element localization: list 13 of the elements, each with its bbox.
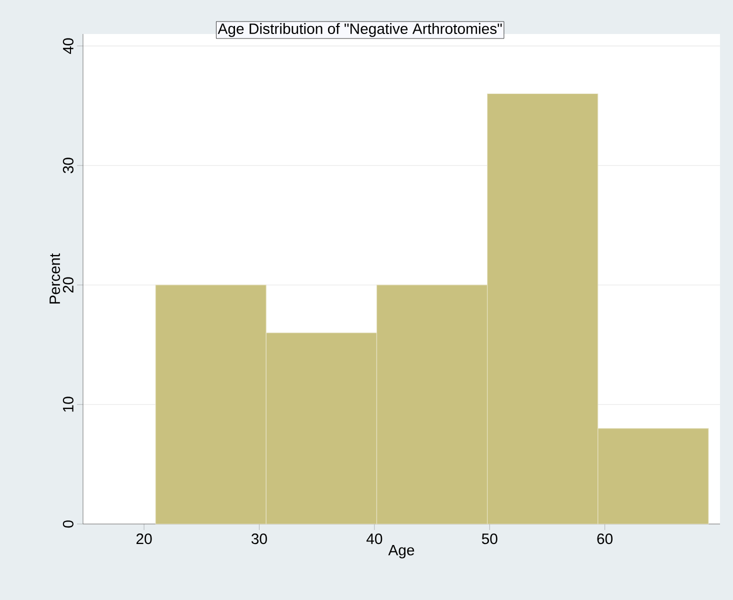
y-tick-label: 20 <box>62 277 74 293</box>
x-tick-label: 30 <box>251 534 267 544</box>
y-tick-label: 10 <box>62 396 74 412</box>
x-tick-label: 20 <box>136 534 152 544</box>
y-tick-label: 30 <box>62 158 74 174</box>
y-tick-label: 0 <box>62 520 74 528</box>
y-tick-label: 40 <box>62 38 74 54</box>
x-tick-label: 60 <box>597 534 613 544</box>
chart-title: Age Distribution of "Negative Arthrotomies" <box>218 23 502 37</box>
x-tick-label: 50 <box>482 534 498 544</box>
y-axis-title: Percent <box>50 253 60 304</box>
x-tick-label: 40 <box>366 534 382 544</box>
x-axis-title: Age <box>388 544 414 558</box>
